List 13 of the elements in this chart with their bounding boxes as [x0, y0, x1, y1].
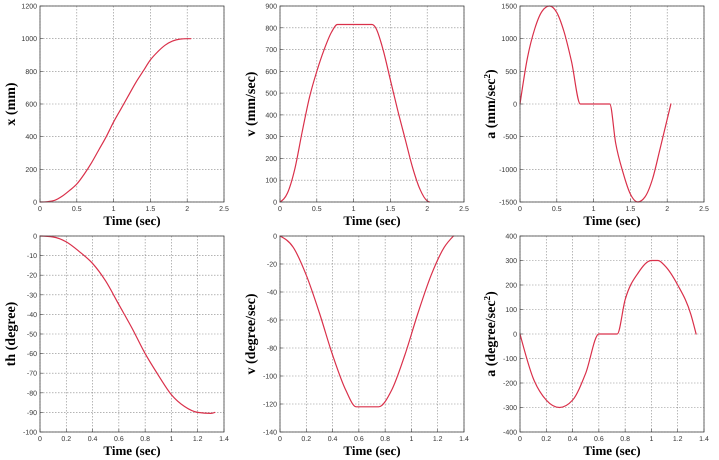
x-axis-title: Time (sec)	[103, 443, 161, 458]
x-axis-title: Time (sec)	[583, 443, 641, 458]
line-series	[519, 260, 697, 408]
y-axis-title: th (degree)	[4, 301, 19, 366]
y-axis-title: v (mm/sec)	[244, 71, 259, 136]
line-series	[279, 235, 454, 408]
x-axis-title: Time (sec)	[583, 213, 641, 228]
x-axis-title: Time (sec)	[103, 213, 161, 228]
line-series	[279, 24, 430, 203]
x-axis-title: Time (sec)	[343, 213, 401, 228]
y-axis-title: v (degree/sec)	[244, 293, 259, 374]
x-axis-title: Time (sec)	[343, 443, 401, 458]
y-axis-title: x (mm)	[4, 82, 19, 126]
